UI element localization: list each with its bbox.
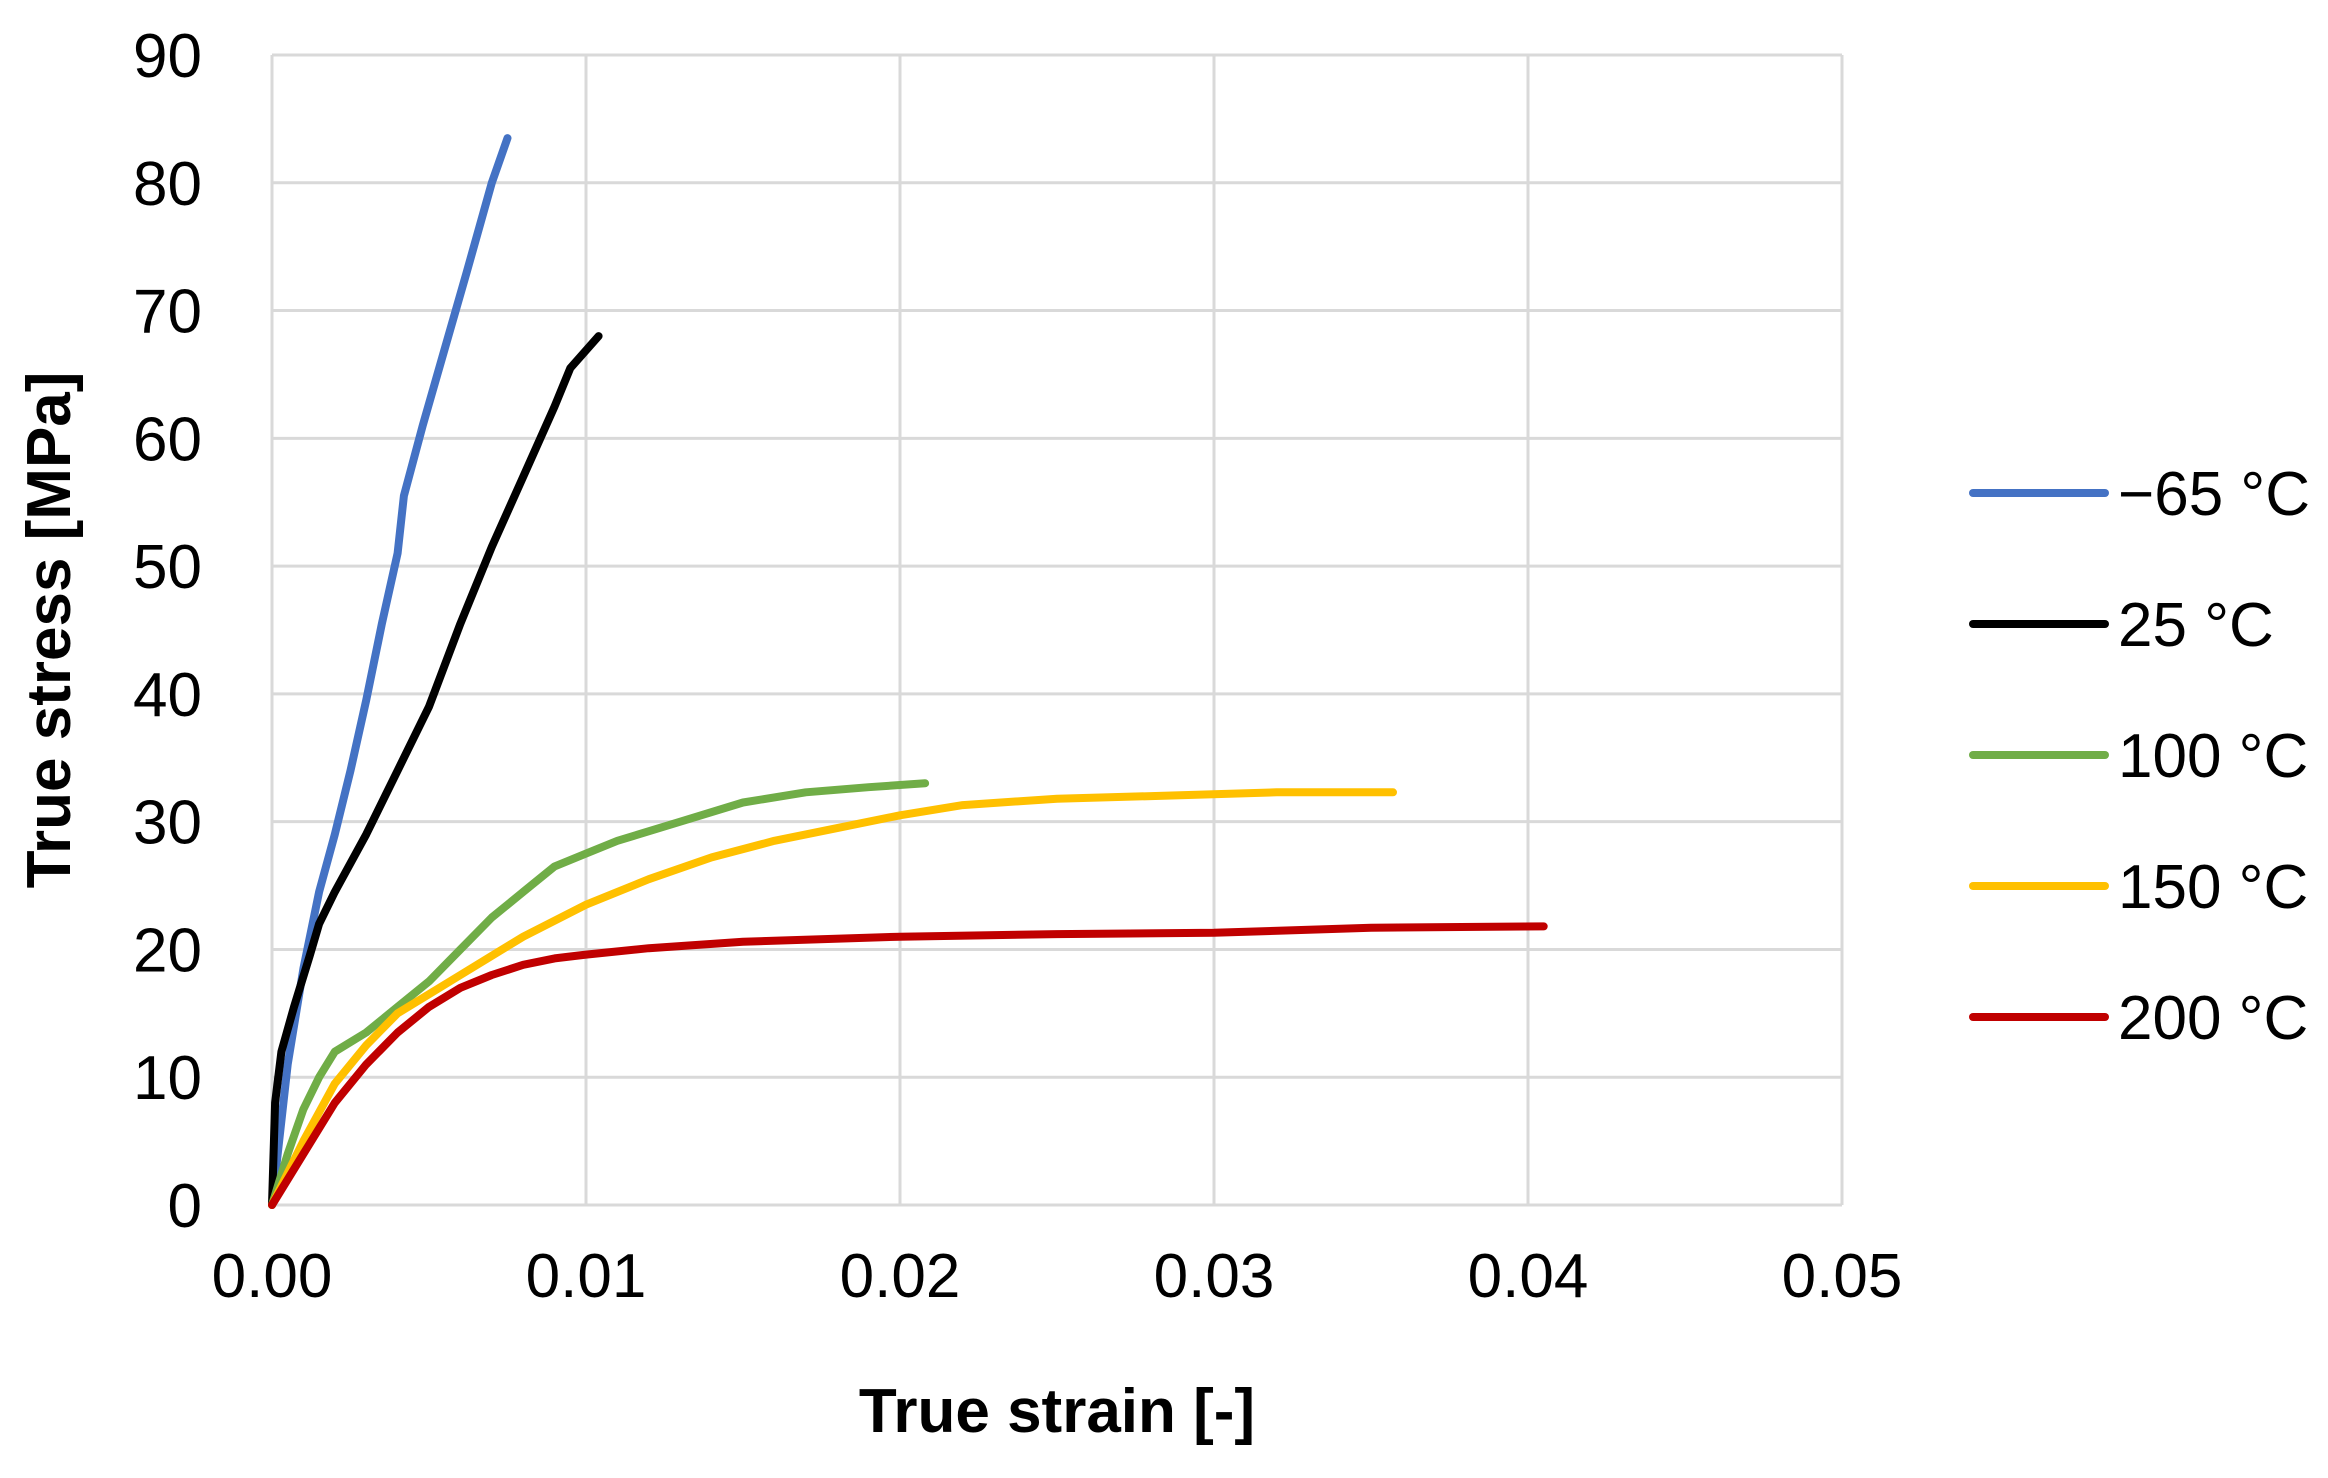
y-tick-label: 10 [133,1044,202,1113]
x-tick-label: 0.04 [1468,1242,1589,1311]
series-line-0 [268,134,512,1209]
x-axis-title: True strain [-] [859,1377,1255,1446]
legend-label-3: 150 °C [2118,853,2308,922]
series-line-2 [268,779,930,1209]
y-tick-label: 70 [133,278,202,347]
y-tick-label: 40 [133,661,202,730]
y-tick-label: 50 [133,533,202,602]
y-tick-label: 60 [133,405,202,474]
y-tick-label: 90 [133,22,202,91]
series-line-1 [268,332,603,1209]
y-tick-label: 20 [133,916,202,985]
legend-label-1: 25 °C [2118,591,2274,660]
series-line-3 [268,788,1397,1209]
x-tick-label: 0.02 [840,1242,961,1311]
axis-ticks: 0 10 20 30 40 50 60 70 80 90 0.00 0.01 0.02 0.03 0.04 0… [133,22,1902,1311]
grid [270,53,1844,1207]
series-line-4 [268,922,1548,1209]
x-tick-label: 0.05 [1782,1242,1903,1311]
x-tick-label: 0.01 [526,1242,647,1311]
legend-label-4: 200 °C [2118,984,2308,1053]
y-tick-label: 0 [168,1172,202,1241]
legend-label-2: 100 °C [2118,722,2308,791]
legend: −65 °C 25 °C 100 °C 150 °C 200 °C [1969,460,2310,1053]
x-tick-label: 0.00 [212,1242,333,1311]
x-tick-label: 0.03 [1154,1242,1275,1311]
plot-area [268,134,1548,1209]
legend-label-0: −65 °C [2118,460,2310,529]
y-tick-label: 80 [133,150,202,219]
y-axis-title: True stress [MPa] [15,372,84,889]
y-tick-label: 30 [133,789,202,858]
